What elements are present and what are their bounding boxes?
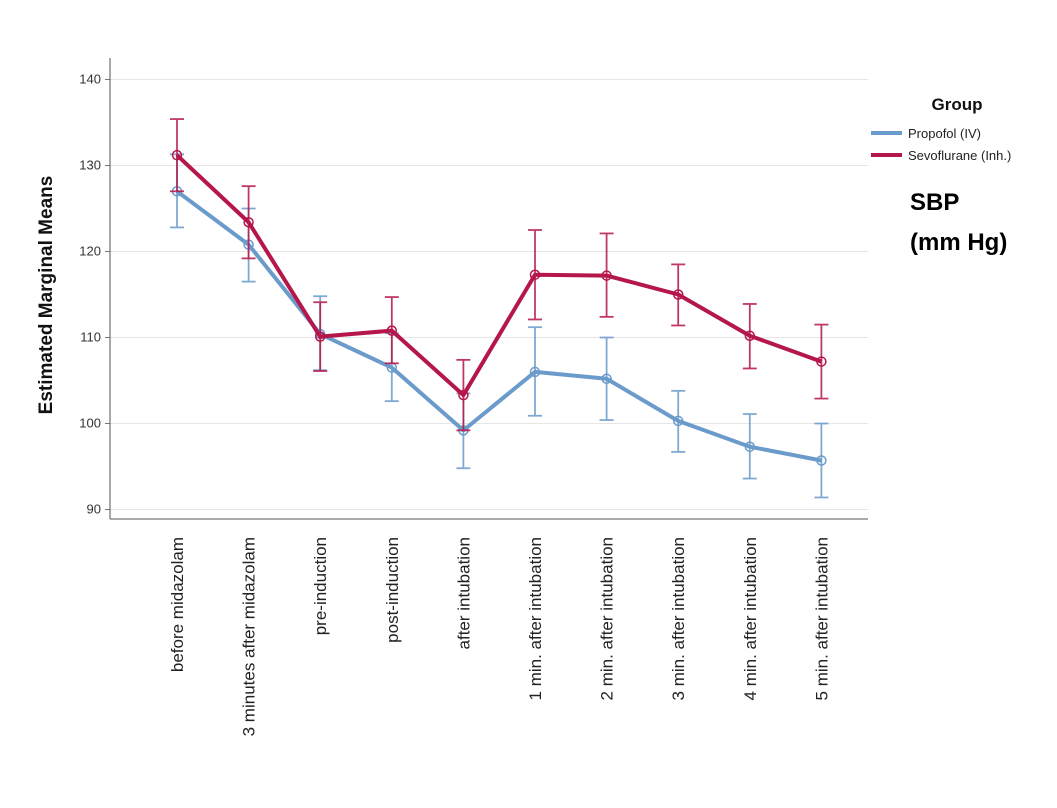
data-point <box>744 330 756 342</box>
data-point <box>386 325 398 336</box>
y-tick-label: 120 <box>79 244 101 259</box>
x-tick-label: 2 min. after intubation <box>598 537 617 700</box>
x-tick-label: 4 min. after intubation <box>741 537 760 700</box>
legend-label-sevoflurane: Sevoflurane (Inh.) <box>908 148 1011 163</box>
data-point <box>744 441 756 452</box>
series-line <box>175 189 822 463</box>
data-point <box>243 217 254 228</box>
y-axis-label: Estimated Marginal Means <box>36 176 57 415</box>
legend-title: Group <box>932 95 983 114</box>
data-point <box>816 455 827 466</box>
data-point <box>458 389 469 401</box>
data-point <box>672 415 684 427</box>
annotation-line-2: (mm Hg) <box>910 229 1007 256</box>
labels: 90 100 110 120 130 140 before midazolam 3 minut… <box>79 72 831 737</box>
y-tick-label: 140 <box>79 72 101 87</box>
data-point <box>529 269 541 280</box>
y-tick-label: 100 <box>79 416 101 431</box>
x-tick-label: 1 min. after intubation <box>526 537 545 700</box>
series-line <box>175 153 823 398</box>
data-point <box>171 149 183 161</box>
x-tick-label: after intubation <box>454 537 473 649</box>
y-tick-label: 110 <box>80 330 101 345</box>
series-sevoflurane <box>170 118 829 432</box>
x-tick-label: before midazolam <box>168 537 187 672</box>
data-point <box>601 270 612 281</box>
x-tick-label: pre-induction <box>311 537 330 635</box>
x-tick-label: 3 min. after intubation <box>669 537 688 700</box>
y-tick-label: 90 <box>87 502 101 517</box>
gridlines <box>110 79 868 510</box>
error-bar <box>814 323 829 400</box>
data-point <box>816 356 827 367</box>
legend-label-propofol: Propofol (IV) <box>908 126 981 141</box>
legend: Group Propofol (IV) Sevoflurane (Inh.) <box>871 95 1011 163</box>
x-tick-label: post-induction <box>383 537 402 643</box>
series-layer <box>170 118 829 499</box>
data-point <box>601 373 612 385</box>
x-tick-label: 5 min. after intubation <box>812 537 831 700</box>
axes <box>105 58 868 520</box>
data-point <box>529 366 541 378</box>
annotation: SBP (mm Hg) <box>910 189 1007 256</box>
annotation-line-1: SBP <box>910 189 959 216</box>
y-tick-label: 130 <box>79 158 101 173</box>
data-point <box>314 331 326 342</box>
x-tick-label: 3 minutes after midazolam <box>240 537 259 736</box>
data-point <box>672 289 684 300</box>
